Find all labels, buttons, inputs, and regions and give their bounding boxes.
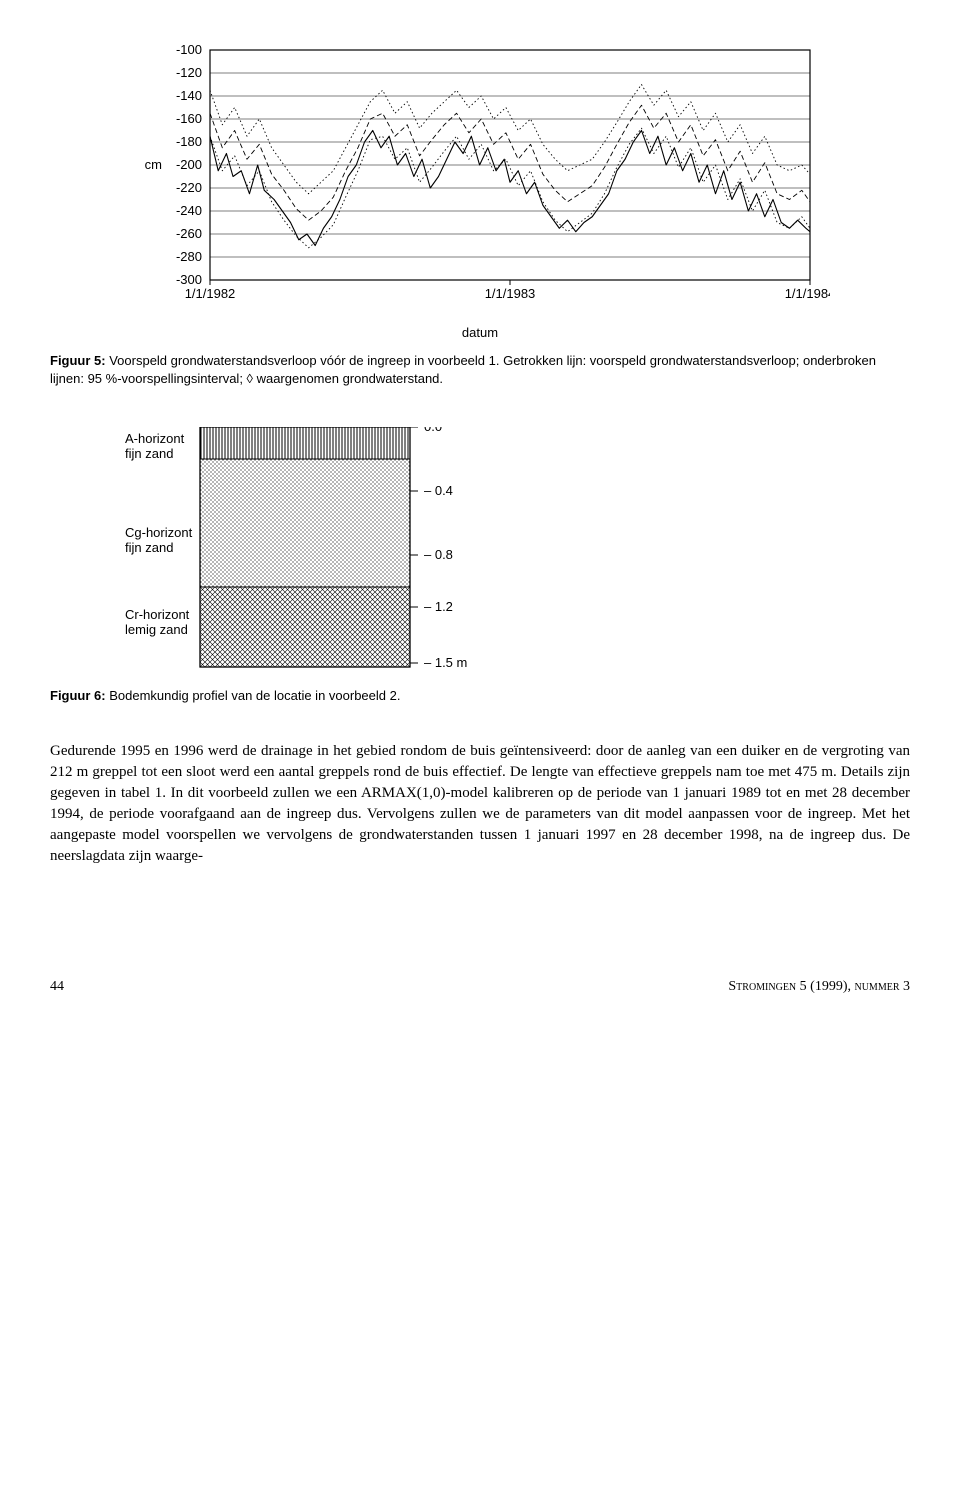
svg-text:-260: -260 bbox=[176, 226, 202, 241]
svg-text:– 1.2: – 1.2 bbox=[424, 599, 453, 614]
soil-profile-figure: A-horizontfijn zandCg-horizontfijn zandC… bbox=[50, 427, 910, 677]
page-number: 44 bbox=[50, 977, 64, 997]
body-paragraph: Gedurende 1995 en 1996 werd de drainage … bbox=[50, 741, 910, 867]
figure5-label: Figuur 5: bbox=[50, 353, 106, 368]
x-axis-label: datum bbox=[50, 324, 910, 342]
svg-text:-120: -120 bbox=[176, 65, 202, 80]
figure6-text: Bodemkundig profiel van de locatie in vo… bbox=[106, 688, 401, 703]
svg-text:-100: -100 bbox=[176, 42, 202, 57]
chart-svg: -100 -120 -140 -160 -180 -200 -220 -240 -260 -280… bbox=[130, 40, 830, 320]
svg-text:-280: -280 bbox=[176, 249, 202, 264]
svg-text:lemig zand: lemig zand bbox=[125, 622, 188, 637]
svg-text:fijn zand: fijn zand bbox=[125, 540, 173, 555]
svg-text:-220: -220 bbox=[176, 180, 202, 195]
svg-text:– 0.8: – 0.8 bbox=[424, 547, 453, 562]
timeseries-chart: -100 -120 -140 -160 -180 -200 -220 -240 -260 -280… bbox=[50, 40, 910, 342]
page-footer: 44 Stromingen 5 (1999), nummer 3 bbox=[50, 977, 910, 997]
svg-text:Cg-horizont: Cg-horizont bbox=[125, 525, 193, 540]
journal-ref: Stromingen 5 (1999), nummer 3 bbox=[728, 977, 910, 997]
figure5-text: Voorspeld grondwaterstandsverloop vóór d… bbox=[50, 353, 876, 386]
figure6-label: Figuur 6: bbox=[50, 688, 106, 703]
svg-text:A-horizont: A-horizont bbox=[125, 431, 185, 446]
svg-text:-240: -240 bbox=[176, 203, 202, 218]
soil-profile-svg: A-horizontfijn zandCg-horizontfijn zandC… bbox=[50, 427, 610, 677]
svg-text:0.0: 0.0 bbox=[424, 427, 442, 434]
svg-text:1/1/1982: 1/1/1982 bbox=[185, 286, 236, 301]
svg-text:Cr-horizont: Cr-horizont bbox=[125, 607, 190, 622]
svg-text:cm: cm bbox=[145, 157, 162, 172]
svg-text:1/1/1984: 1/1/1984 bbox=[785, 286, 830, 301]
svg-text:– 1.5 m: – 1.5 m bbox=[424, 655, 467, 670]
svg-text:-300: -300 bbox=[176, 272, 202, 287]
svg-text:-140: -140 bbox=[176, 88, 202, 103]
svg-text:1/1/1983: 1/1/1983 bbox=[485, 286, 536, 301]
svg-text:fijn zand: fijn zand bbox=[125, 446, 173, 461]
figure5-caption: Figuur 5: Voorspeld grondwaterstandsverl… bbox=[50, 352, 910, 387]
svg-text:-160: -160 bbox=[176, 111, 202, 126]
figure6-caption: Figuur 6: Bodemkundig profiel van de loc… bbox=[50, 687, 910, 705]
svg-text:– 0.4: – 0.4 bbox=[424, 483, 453, 498]
svg-text:-180: -180 bbox=[176, 134, 202, 149]
svg-text:-200: -200 bbox=[176, 157, 202, 172]
